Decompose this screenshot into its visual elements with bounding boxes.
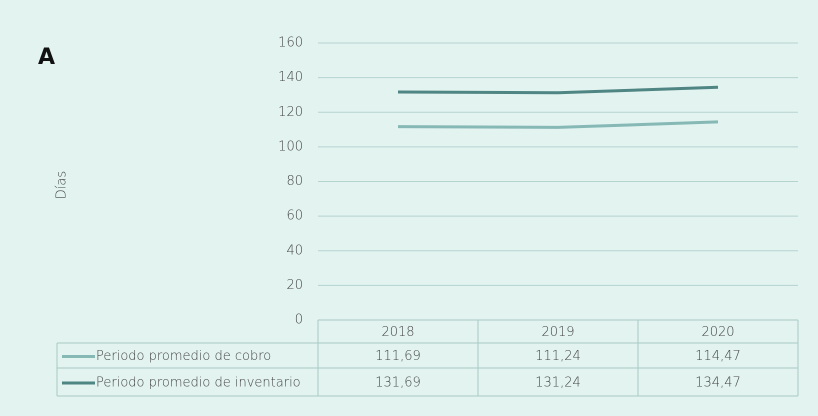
y-tick-label: 80 — [286, 174, 303, 189]
y-tick-label: 60 — [286, 209, 303, 224]
table-value: 134,47 — [695, 376, 741, 391]
x-tick-label: 2020 — [701, 325, 734, 340]
y-tick-label: 100 — [278, 139, 303, 154]
panel-label: A — [38, 45, 55, 70]
x-tick-label: 2019 — [541, 325, 574, 340]
y-tick-label: 0 — [295, 313, 303, 328]
table-value: 114,47 — [695, 349, 741, 364]
table-value: 111,24 — [535, 349, 581, 364]
table-value: 111,69 — [375, 349, 421, 364]
y-tick-label: 160 — [278, 36, 303, 51]
legend-label: Periodo promedio de cobro — [96, 349, 271, 364]
y-axis-label: Días — [55, 171, 70, 199]
y-tick-label: 120 — [278, 105, 303, 120]
y-tick-label: 140 — [278, 70, 303, 85]
y-tick-label: 20 — [286, 278, 303, 293]
series-line — [397, 120, 719, 129]
x-tick-label: 2018 — [381, 325, 414, 340]
table-value: 131,24 — [535, 376, 581, 391]
y-tick-label: 40 — [286, 243, 303, 258]
series-line — [397, 85, 719, 95]
legend-label: Periodo promedio de inventario — [96, 376, 301, 391]
table-value: 131,69 — [375, 376, 421, 391]
